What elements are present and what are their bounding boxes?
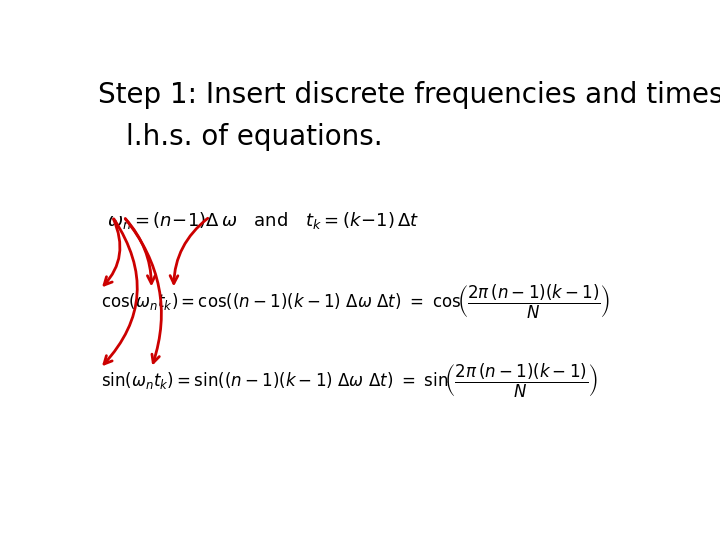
Text: $\omega_n = (n\!-\!1)\Delta\,\omega\quad\mathrm{and}\quad t_k = (k\!-\!1)\,\Delt: $\omega_n = (n\!-\!1)\Delta\,\omega\quad… [107, 210, 419, 231]
Text: Step 1: Insert discrete frequencies and times into: Step 1: Insert discrete frequencies and … [99, 82, 720, 110]
Text: l.h.s. of equations.: l.h.s. of equations. [126, 123, 383, 151]
Text: $\mathrm{cos}(\omega_n t_k) = \mathrm{cos}((n-1)(k-1)\ \Delta\omega\ \Delta t)\ : $\mathrm{cos}(\omega_n t_k) = \mathrm{co… [101, 283, 611, 321]
Text: $\mathrm{sin}(\omega_n t_k) = \mathrm{sin}((n-1)(k-1)\ \Delta\omega\ \Delta t)\ : $\mathrm{sin}(\omega_n t_k) = \mathrm{si… [101, 362, 598, 400]
